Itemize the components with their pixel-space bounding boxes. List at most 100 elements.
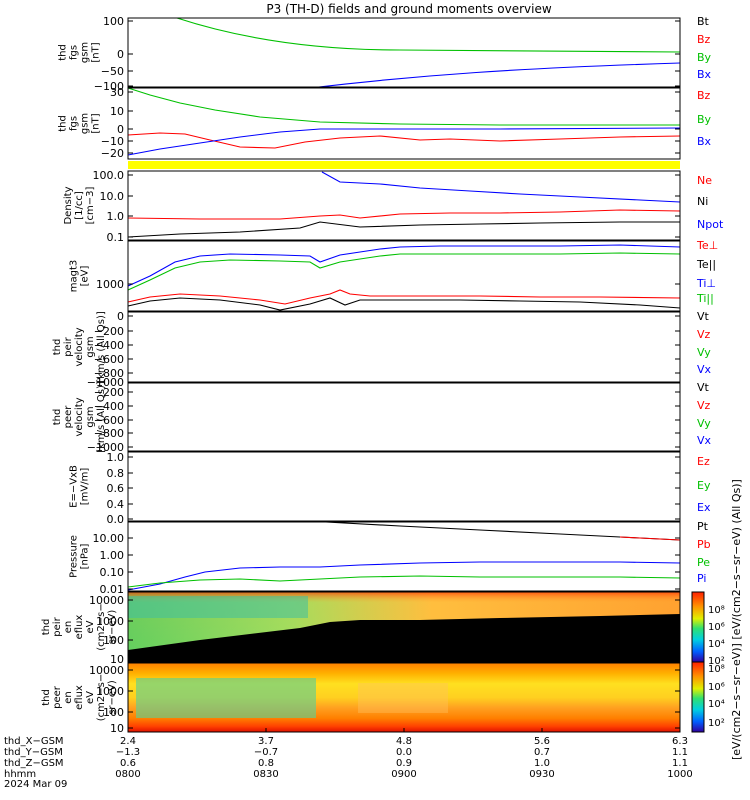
colorbar-lower-tick: 10⁴ [708,699,725,710]
legend-fgs_zoom-2: Bx [697,135,712,148]
xaxis-z-value: 0.8 [258,758,274,769]
xaxis-hhmm-value: 0930 [529,769,554,780]
ion-spectrogram-cool-band [128,596,308,618]
xaxis-y-value: 0.7 [534,747,550,758]
panel-layer [128,161,680,732]
ytick-label-peir_spec: 100 [103,634,124,647]
ylabel-peer_spec: sr−eV) [107,680,118,715]
legend-density-1: Ni [697,195,708,208]
density-ne-trace [127,209,681,220]
ytick-label-peer_vel: −400 [94,400,124,413]
ytick-label-fgs_zoom: −10 [101,135,124,148]
ytick-label-peer_spec: 100 [103,706,124,719]
legend-peir_vel-3: Vx [697,363,712,376]
ytick-label-density: 10.0 [100,190,125,203]
xaxis-y-value: −1.3 [116,747,140,758]
ytick-label-peir_spec: 10000 [89,594,124,607]
temp-teperp-trace [127,289,681,305]
xaxis-hhmm-value: 0800 [115,769,140,780]
ytick-label-efield: 0.6 [107,482,125,495]
density-ni-trace [127,221,680,238]
legend-density-2: Npot [697,218,724,231]
ytick-label-pressure: 0.01 [100,583,125,596]
xaxis-y-value: 0.0 [396,747,412,758]
ytick-label-efield: 0.0 [107,513,125,526]
ylabel-peir_vel: peir [63,336,74,356]
ytick-label-pressure: 1.00 [100,549,125,562]
colorbar-label: [eV/(cm2−s−sr−eV)] [eV/(cm2−s−sr−eV) (Al… [730,479,743,760]
xaxis-x-value: 6.3 [672,736,688,747]
electron-spectrogram-green-patch [136,678,316,718]
fgs-zoom-bx-trace [127,127,681,156]
legend-temp-0: Te⊥ [696,239,718,252]
legend-temp-1: Te|| [696,258,716,271]
ytick-label-density: 100.0 [93,169,125,182]
density-npot-trace [321,171,681,203]
legend-peer_vel-1: Vz [697,399,711,412]
ytick-label-efield: 0.4 [107,498,125,511]
xaxis-row-label: thd_Y−GSM [4,747,63,758]
xaxis-y-value: 1.1 [672,747,688,758]
ylabel-peer_spec: peer [52,685,63,709]
ylabel-peer_spec: en [63,691,74,704]
legend-efield-2: Ex [697,501,711,514]
data-layer [127,17,681,591]
ylabel-temp: magt3 [69,260,80,293]
colorbar-lower [691,661,705,733]
ytick-label-pressure: 0.10 [100,566,125,579]
ylabel-fgs: thd [58,44,69,61]
panel-frame-peir_spec [127,591,681,663]
legend-peer_vel-2: Vy [697,417,711,430]
ylabel-efield: E=−VxB [69,465,80,508]
colorbar-upper-tick: 10² [708,656,725,667]
quality-bar [128,161,680,169]
ylabel-pressure: Pressure [69,535,80,578]
legend-pressure-3: Pi [697,572,706,585]
ytick-label-peer_spec: 1000 [96,685,124,698]
ylabel-peir_spec: (cm2−s− [96,603,107,650]
temp-tepar-trace [127,297,681,311]
ylabel-peer_vel: gsm [85,406,96,427]
ytick-label-fgs: 0 [117,48,124,61]
ytick-label-fgs: −100 [94,80,124,93]
ylabel-fgs_zoom: thd [58,115,69,132]
panel-frame-fgs_zoom [127,87,681,160]
legend-peer_vel-3: Vx [697,434,712,447]
ytick-label-temp: 1000 [96,278,124,291]
fgs-by-trace [176,17,681,53]
panel-frame-efield [127,451,681,522]
ylabel-density: [1/cc] [74,191,85,220]
xaxis-y-value: −0.7 [254,747,278,758]
frame-layer [127,17,681,733]
ion-spectrogram-noise-early [128,645,340,662]
legend-peir_vel-1: Vz [697,328,711,341]
legend-temp-2: Ti⊥ [696,277,716,290]
pressure-pb-trace [619,536,681,541]
xaxis-x-value: 5.6 [534,736,550,747]
fgs-bx-trace [309,62,681,89]
panel-frame-fgs [127,17,681,88]
ytick-label-peer_spec: 10 [110,722,124,735]
ylabel-temp: [eV] [80,266,91,287]
ytick-label-peer_vel: −1000 [87,441,124,454]
ytick-label-peer_vel: −800 [94,427,124,440]
ytick-label-pressure: 10.00 [93,532,125,545]
legend-pressure-1: Pb [697,538,711,551]
legend-fgs-3: Bx [697,68,712,81]
ylabel-peer_vel: velocity [74,397,85,436]
legend-pressure-2: Pe [697,556,710,569]
ylabel-peir_vel: [km/s (All Qs)] [96,311,107,383]
ytick-label-peer_vel: −600 [94,414,124,427]
ylabel-fgs_zoom: [nT] [91,113,102,133]
xaxis-z-value: 1.1 [672,758,688,769]
ylabel-peir_spec: eflux [74,615,85,640]
ylabel-peir_vel: velocity [74,327,85,366]
legend-efield-1: Ey [697,479,711,492]
panel-frame-temp [127,240,681,312]
legend-efield-0: Ez [697,455,710,468]
ion-spectrogram-noise-floor [128,614,680,662]
pressure-pe-trace [127,575,681,588]
